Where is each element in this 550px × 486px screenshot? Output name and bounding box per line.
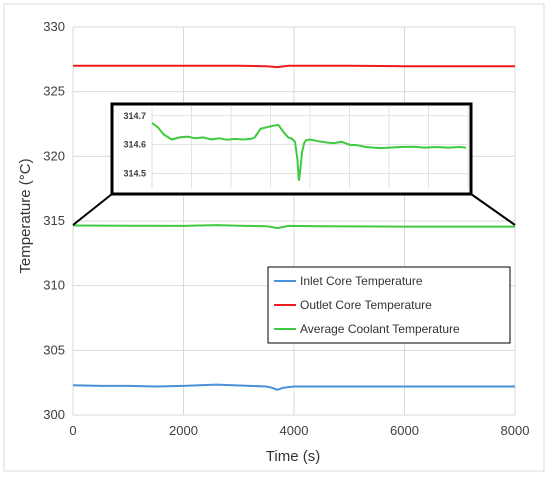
legend-label-coolant: Average Coolant Temperature: [300, 322, 460, 336]
inset-connector-left: [72, 193, 113, 226]
y-tick-label: 325: [43, 84, 65, 99]
y-tick-label: 330: [43, 19, 65, 34]
y-tick-label: 310: [43, 278, 65, 293]
outlet-core-line: [73, 64, 515, 69]
legend-label-inlet: Inlet Core Temperature: [300, 274, 423, 288]
legend: Inlet Core Temperature Outlet Core Tempe…: [267, 266, 511, 344]
x-tick-label: 0: [69, 423, 76, 438]
legend-box: [267, 266, 511, 344]
legend-label-outlet: Outlet Core Temperature: [300, 298, 432, 312]
x-tick-label: 8000: [501, 423, 530, 438]
y-tick-label: 305: [43, 342, 65, 357]
x-tick-label: 6000: [390, 423, 419, 438]
x-tick-label: 2000: [169, 423, 198, 438]
series-layer: [72, 64, 515, 391]
y-axis-ticks: 300 305 310 315 320 325 330: [43, 19, 65, 422]
x-axis-ticks: 0 2000 4000 6000 8000: [69, 423, 529, 438]
y-tick-label: 300: [43, 407, 65, 422]
inset-connector-right: [470, 193, 516, 226]
chart-frame: [3, 3, 545, 472]
inset-zoom-panel: 314.5 314.6 314.7: [110, 102, 473, 196]
y-tick-label: 320: [43, 148, 65, 163]
y-tick-label: 315: [43, 213, 65, 228]
y-axis-title: Temperature (°C): [17, 158, 34, 273]
inset-y-tick-label: 314.5: [123, 169, 146, 179]
inset-frame: [110, 102, 473, 196]
inset-y-tick-label: 314.6: [123, 140, 146, 150]
coolant-line: [72, 224, 515, 230]
inlet-core-line: [72, 383, 515, 391]
x-axis-title: Time (s): [266, 448, 320, 465]
inset-y-ticks: 314.5 314.6 314.7: [123, 111, 146, 179]
inset-y-tick-label: 314.7: [123, 111, 146, 121]
x-tick-label: 4000: [280, 423, 309, 438]
inset-coolant-line: [151, 122, 467, 181]
inset-gridlines: [151, 106, 469, 188]
